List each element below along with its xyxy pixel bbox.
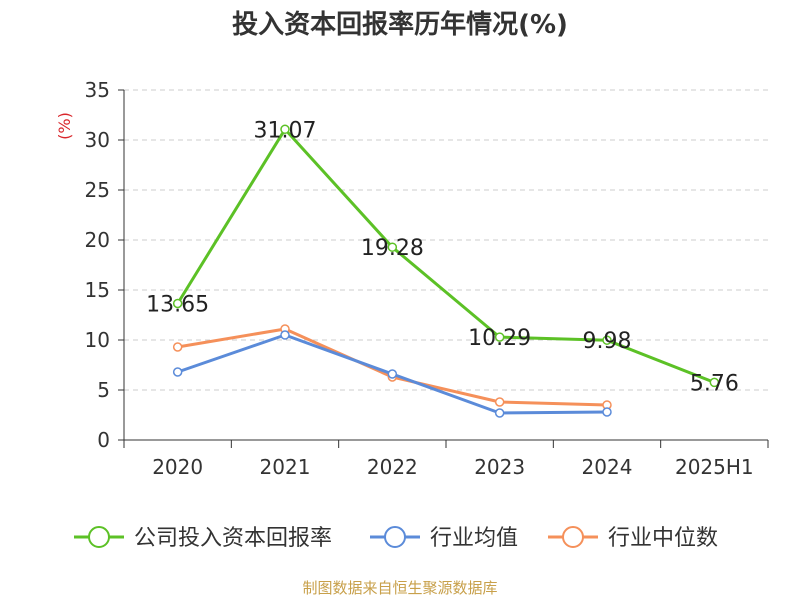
legend-marker (88, 526, 110, 548)
x-tick-label: 2025H1 (675, 455, 754, 479)
y-tick-label: 10 (85, 328, 110, 352)
data-point (602, 407, 612, 417)
data-point (280, 330, 290, 340)
data-label: 31.07 (254, 118, 317, 143)
x-tick-label: 2021 (260, 455, 311, 479)
y-axis-label: (%) (55, 112, 74, 140)
data-point (494, 397, 505, 407)
y-tick-label: 20 (85, 228, 110, 252)
x-tick-label: 2020 (152, 455, 203, 479)
data-point (602, 335, 612, 345)
data-point (172, 342, 183, 352)
data-point (494, 408, 505, 418)
y-tick-label: 5 (97, 378, 110, 402)
data-point (172, 298, 183, 309)
y-tick-label: 35 (85, 78, 110, 102)
y-tick-label: 25 (85, 178, 110, 202)
data-point (709, 377, 720, 388)
legend-label: 公司投入资本回报率 (134, 526, 332, 551)
data-label: 9.98 (583, 329, 632, 354)
legend-label: 行业中位数 (608, 526, 718, 551)
y-tick-label: 15 (85, 278, 110, 302)
data-label: 10.29 (468, 326, 531, 351)
data-point (280, 124, 290, 135)
legend-label: 行业均值 (430, 526, 518, 551)
x-tick-label: 2022 (367, 455, 418, 479)
data-point (494, 332, 505, 342)
y-tick-label: 30 (85, 128, 110, 152)
data-point (387, 369, 398, 379)
data-label: 13.65 (146, 293, 209, 318)
source-note: 制图数据来自恒生聚源数据库 (302, 579, 498, 597)
series-line (176, 127, 715, 384)
legend-marker (384, 526, 406, 548)
data-label: 19.28 (361, 236, 424, 261)
data-point (387, 242, 398, 252)
data-point (172, 367, 183, 377)
y-tick-label: 0 (97, 428, 110, 452)
data-label: 5.76 (690, 371, 739, 396)
x-tick-label: 2024 (582, 455, 633, 479)
chart-title: 投入资本回报率历年情况(%) (232, 10, 568, 40)
x-tick-label: 2023 (474, 455, 525, 479)
legend-marker (562, 526, 584, 548)
